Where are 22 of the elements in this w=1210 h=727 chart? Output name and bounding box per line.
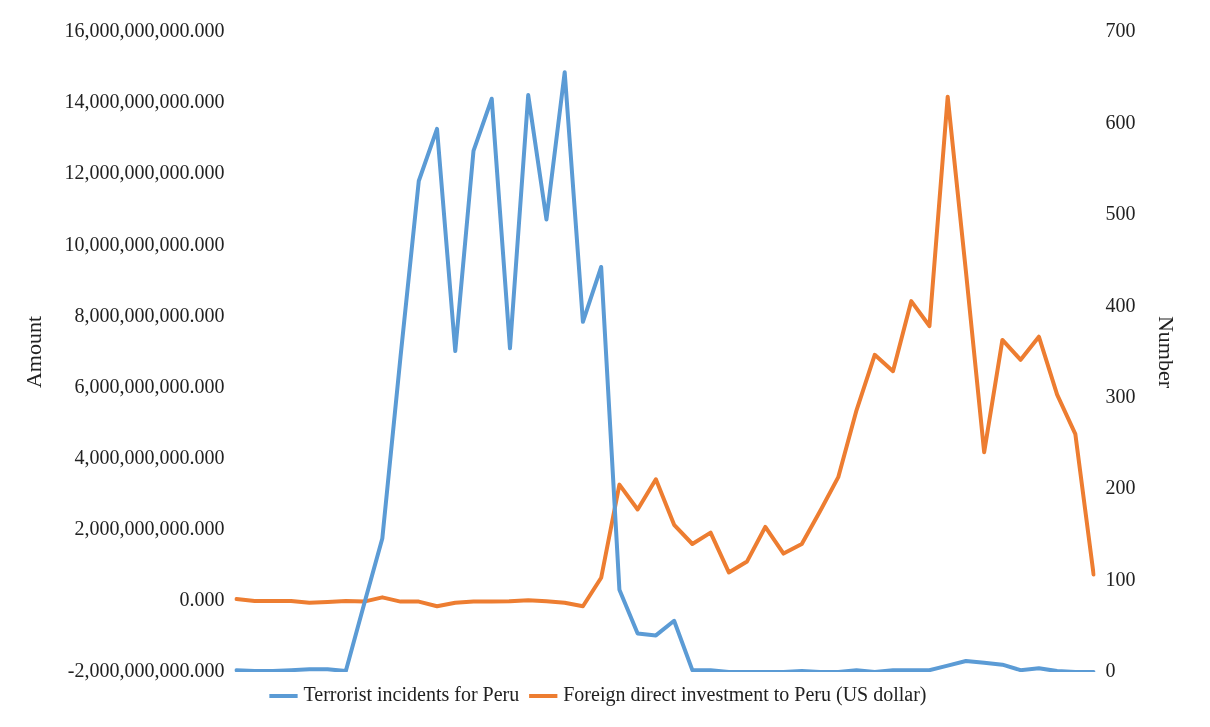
y2-tick-label: 700 (1105, 19, 1136, 42)
y-tick-label: 16,000,000,000.000 (64, 19, 225, 42)
y-tick-label: 4,000,000,000.000 (74, 445, 225, 468)
y2-tick-label: 200 (1105, 476, 1136, 499)
y-tick-label: 12,000,000,000.000 (64, 161, 225, 184)
y-tick-label: -2,000,000,000.000 (67, 659, 225, 682)
y2-axis-title: Number (1154, 315, 1180, 389)
y2-tick-label: 500 (1105, 202, 1136, 225)
y-tick-label: 8,000,000,000.000 (74, 303, 225, 326)
y2-tick-label: 300 (1105, 384, 1136, 407)
legend-label: Foreign direct investment to Peru (US dollar) (563, 683, 927, 707)
y2-tick-label: 400 (1105, 293, 1136, 316)
y-axis-title: Amount (20, 315, 46, 389)
y-tick-label: 0.000 (179, 588, 225, 611)
y2-tick-label: 0 (1105, 659, 1116, 682)
y2-tick-label: 100 (1105, 567, 1136, 590)
y-tick-label: 14,000,000,000.000 (64, 90, 225, 113)
y-tick-label: 6,000,000,000.000 (74, 374, 225, 397)
y2-tick-label: 600 (1105, 110, 1136, 133)
y-tick-label: 2,000,000,000.000 (74, 517, 225, 540)
legend-label: Terrorist incidents for Peru (303, 683, 520, 706)
y-tick-label: 10,000,000,000.000 (64, 232, 225, 255)
